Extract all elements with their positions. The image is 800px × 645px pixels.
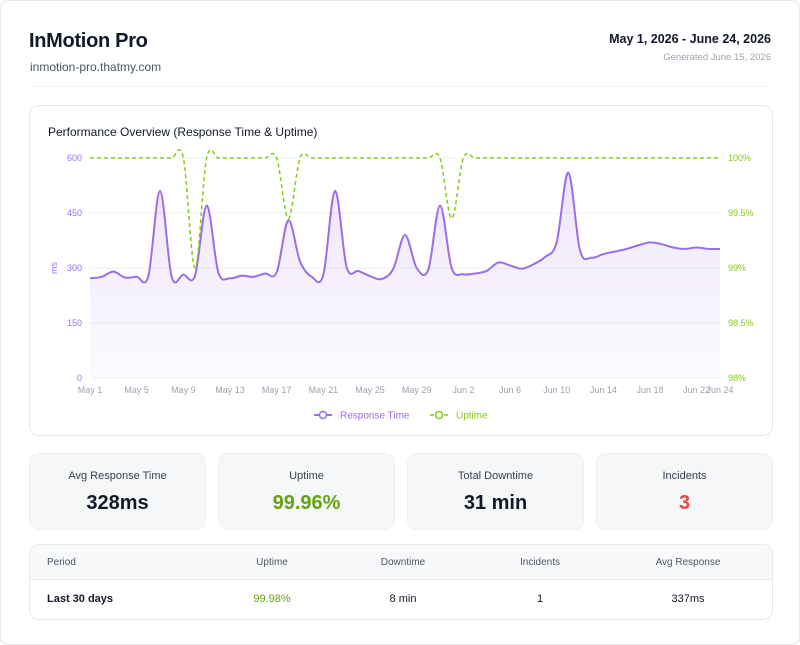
column-header-downtime: Downtime: [380, 557, 426, 568]
generated-date: Generated June 15, 2026: [663, 52, 771, 63]
x-tick-label: May 1: [78, 385, 103, 395]
x-tick-label: Jun 14: [590, 385, 617, 395]
legend-response-label: Response Time: [340, 411, 410, 422]
chart-title: Performance Overview (Response Time & Up…: [48, 125, 318, 139]
y-tick-label: 300: [67, 263, 82, 273]
stat-label: Avg Response Time: [68, 470, 167, 482]
y2-tick-label: 99.5%: [728, 208, 754, 218]
stat-value: 3: [678, 492, 691, 514]
stat-value: 328ms: [86, 492, 149, 514]
y-axis-label: ms: [49, 262, 59, 274]
cell-downtime: 8 min: [389, 593, 417, 605]
y-tick-label: 150: [67, 318, 82, 328]
cell-period: Last 30 days: [47, 593, 114, 605]
x-tick-label: Jun 6: [499, 385, 521, 395]
x-tick-label: Jun 10: [543, 385, 570, 395]
stat-label: Uptime: [289, 470, 324, 482]
table-header: Period Uptime Downtime Incidents Avg Res…: [30, 545, 772, 580]
x-tick-label: May 13: [215, 385, 245, 395]
stat-label: Total Downtime: [457, 470, 534, 482]
site-domain: inmotion-pro.thatmy.com: [30, 60, 162, 74]
cell-avg-response: 337ms: [671, 593, 705, 605]
y2-tick-label: 98%: [728, 373, 746, 383]
performance-chart-card: Performance Overview (Response Time & Up…: [29, 105, 773, 436]
y2-tick-label: 99%: [728, 263, 746, 273]
stat-value: 99.96%: [272, 492, 341, 514]
legend-uptime-label: Uptime: [456, 411, 488, 422]
stat-card-downtime: Total Downtime 31 min: [407, 453, 584, 530]
x-tick-label: Jun 22: [683, 385, 710, 395]
y-tick-label: 450: [67, 208, 82, 218]
stat-card-incidents: Incidents 3: [596, 453, 773, 530]
response-time-area: [90, 172, 720, 378]
legend-response-marker: [318, 410, 328, 420]
x-tick-label: May 21: [309, 385, 339, 395]
y-tick-label: 0: [77, 373, 82, 383]
y2-tick-label: 98.5%: [728, 318, 754, 328]
stat-card-uptime: Uptime 99.96%: [218, 453, 395, 530]
stat-card-avg-response: Avg Response Time 328ms: [29, 453, 206, 530]
table-row: Last 30 days 99.98% 8 min 1 337ms: [30, 580, 772, 619]
cell-uptime: 99.98%: [253, 593, 291, 605]
x-tick-label: May 17: [262, 385, 292, 395]
date-range: May 1, 2026 - June 24, 2026: [609, 32, 771, 46]
column-header-incidents: Incidents: [519, 557, 561, 568]
x-tick-label: Jun 2: [452, 385, 474, 395]
stat-value: 31 min: [463, 492, 528, 514]
legend-uptime-marker: [434, 410, 444, 420]
uptime-line: [89, 149, 720, 269]
cell-incidents: 1: [536, 593, 544, 605]
x-tick-label: May 5: [124, 385, 149, 395]
brand-title: InMotion Pro: [29, 30, 148, 52]
column-header-avg-response: Avg Response: [655, 557, 721, 568]
report-header: InMotion Pro inmotion-pro.thatmy.com May…: [29, 27, 771, 87]
stats-row: Avg Response Time 328ms Uptime 99.96% To…: [29, 453, 773, 530]
x-tick-label: Jun 24: [706, 385, 733, 395]
y2-tick-label: 100%: [728, 153, 751, 163]
response-time-line: [89, 171, 721, 284]
x-tick-label: Jun 18: [636, 385, 663, 395]
column-header-uptime: Uptime: [256, 557, 288, 568]
stat-label: Incidents: [662, 470, 707, 482]
x-tick-label: May 25: [355, 385, 385, 395]
x-tick-label: May 9: [171, 385, 196, 395]
period-summary-table: Period Uptime Downtime Incidents Avg Res…: [29, 544, 773, 620]
performance-chart: 0 150 300 450 600 98% 98.5% 99% 99.5% 100% ms May 1…: [49, 149, 754, 422]
x-tick-label: May 29: [402, 385, 432, 395]
column-header-period: Period: [47, 557, 76, 568]
y-tick-label: 600: [67, 153, 82, 163]
